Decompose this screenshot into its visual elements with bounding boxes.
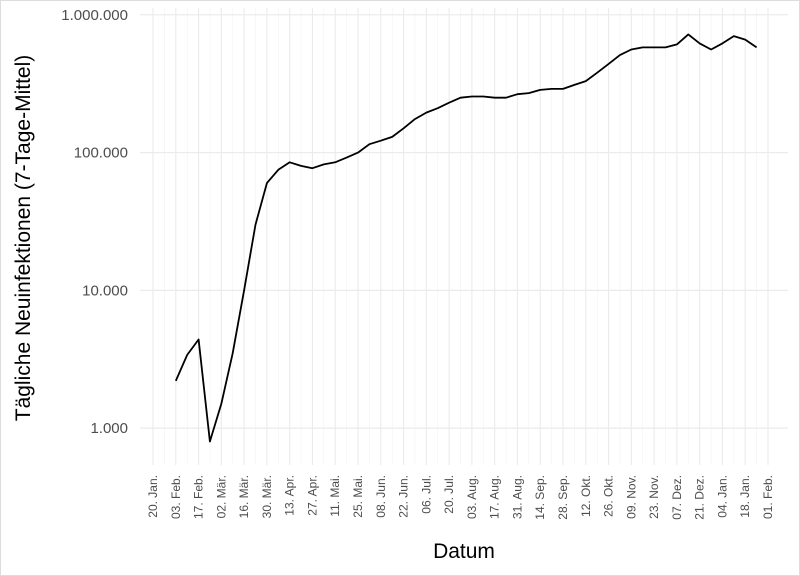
x-tick-label: 28. Sep. [556,475,570,520]
x-tick-label: 17. Aug. [488,475,502,519]
line [174,33,758,443]
x-tick-label: 18. Jan. [738,475,752,518]
y-tick-label: 1.000 [90,420,128,437]
x-tick-label: 09. Nov. [624,475,638,519]
x-tick-label: 20. Jul. [442,475,456,514]
x-tick-label: 16. Mär. [237,475,251,518]
x-tick-label: 17. Feb. [192,475,206,519]
x-tick-label: 07. Dez. [670,475,684,520]
x-tick-label: 31. Aug. [510,475,524,519]
x-tick-label: 04. Jan. [715,475,729,518]
x-axis-title: Datum [433,540,495,563]
y-tick-label: 10.000 [82,282,128,299]
x-tick-label: 27. Apr. [305,475,319,516]
x-tick-label: 03. Feb. [169,475,183,519]
x-tick-label: 22. Jun. [397,475,411,518]
x-tick-label: 08. Jun. [374,475,388,518]
x-tick-label: 21. Dez. [693,475,707,520]
x-tick-label: 14. Sep. [533,475,547,520]
x-tick-label: 26. Okt. [602,475,616,517]
x-tick-label: 12. Okt. [579,475,593,517]
y-tick-label: 1.000.000 [61,7,128,24]
x-tick-label: 03. Aug. [465,475,479,519]
x-tick-label: 23. Nov. [647,475,661,519]
x-tick-label: 06. Jul. [419,475,433,514]
x-tick-label: 25. Mai. [351,475,365,518]
y-tick-label: 100.000 [74,145,128,162]
x-tick-label: 20. Jan. [146,475,160,518]
x-tick-label: 02. Mär. [214,475,228,518]
y-axis-title: Tägliche Neuinfektionen (7-Tage-Mittel) [12,55,35,422]
x-tick-label: 30. Mär. [260,475,274,518]
x-tick-label: 01. Feb. [761,475,775,519]
x-tick-label: 11. Mai. [328,475,342,517]
x-tick-label: 13. Apr. [283,475,297,516]
